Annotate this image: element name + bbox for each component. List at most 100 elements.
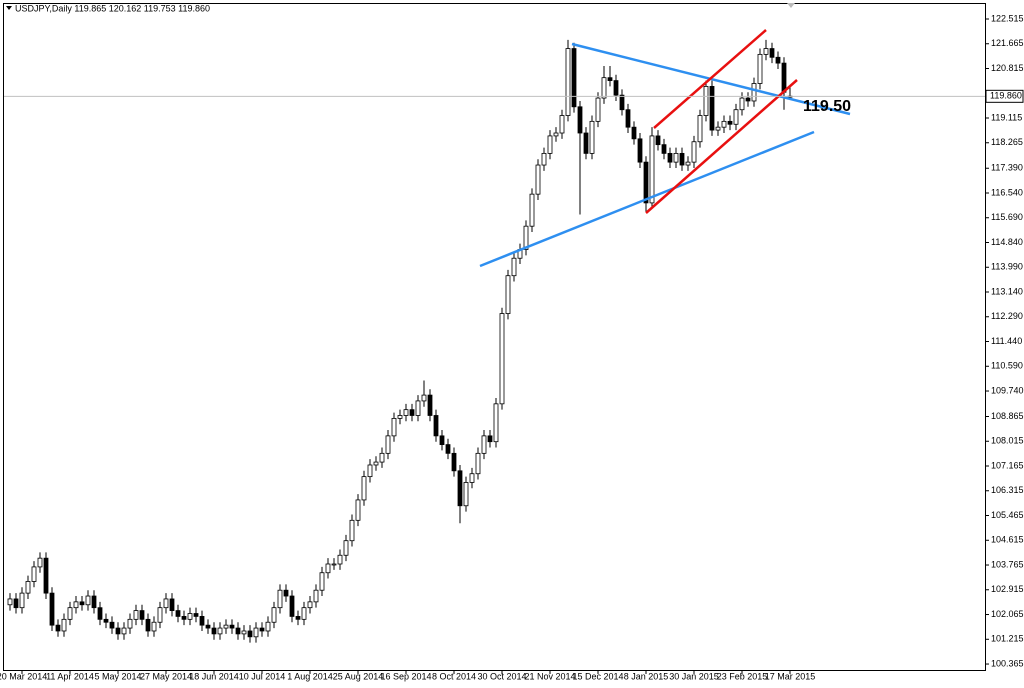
menu-arrow (6, 6, 12, 10)
y-tick-label: 102.915 (991, 584, 1024, 594)
candle-body (595, 97, 601, 122)
channel-line (653, 29, 767, 129)
candle-body (325, 563, 331, 574)
candle-body (61, 618, 67, 632)
candle-body (505, 275, 511, 314)
candle-body (589, 120, 595, 154)
candle-body (631, 126, 637, 140)
candle-body (109, 621, 115, 629)
candle-body (151, 621, 157, 632)
x-tick-label: 30 Oct 2014 (477, 671, 526, 681)
candle-body (55, 624, 61, 632)
candle-body (193, 613, 199, 617)
candle-body (685, 161, 691, 166)
candle-body (355, 499, 361, 521)
candle-body (211, 627, 217, 635)
candle-body (697, 115, 703, 143)
candle-body (619, 94, 625, 111)
candle-body (223, 624, 229, 629)
candle-body (703, 86, 709, 116)
candle-body (49, 592, 55, 626)
candle-body (577, 106, 583, 134)
x-tick-label: 30 Jan 2015 (669, 671, 719, 681)
candle-body (67, 607, 73, 620)
candle-body (457, 470, 463, 507)
candle-body (265, 621, 271, 632)
candle-body (241, 630, 247, 635)
shift-marker (787, 3, 795, 8)
candle-body (709, 86, 715, 131)
candle-body (781, 62, 787, 93)
candle-body (391, 417, 397, 437)
candle-body (31, 566, 37, 582)
trend-line (479, 130, 815, 268)
candle-body (79, 601, 85, 606)
candle-body (139, 610, 145, 620)
candle-body (571, 48, 577, 108)
candle-body (97, 607, 103, 620)
candle-body (343, 540, 349, 556)
candle-body (289, 595, 295, 617)
candle-body (187, 613, 193, 620)
candle-body (409, 409, 415, 416)
candle-body (529, 193, 535, 227)
candle-body (319, 572, 325, 591)
candle-body (487, 435, 493, 443)
candle-body (181, 616, 187, 620)
candle-body (499, 313, 505, 405)
plot-frame (3, 3, 986, 671)
y-tick-label: 117.390 (991, 163, 1023, 173)
candle-body (475, 452, 481, 475)
candle-body (445, 444, 451, 454)
candle-body (127, 618, 133, 629)
x-tick-label: 25 Aug 2014 (333, 671, 384, 681)
candle-body (643, 161, 649, 204)
candle-body (307, 601, 313, 609)
candle-body (451, 452, 457, 472)
candle-body (373, 461, 379, 466)
y-tick-label: 102.065 (991, 609, 1024, 619)
y-tick-label: 122.515 (991, 13, 1024, 23)
y-tick-label: 104.615 (991, 535, 1024, 545)
x-tick-label: 18 Jun 2014 (189, 671, 239, 681)
y-tick-label: 105.465 (991, 510, 1024, 520)
candle-body (19, 592, 25, 609)
candle-body (553, 132, 559, 137)
candle-body (613, 80, 619, 96)
candle-body (679, 152, 685, 166)
y-tick-label: 108.865 (991, 411, 1024, 421)
candle-body (721, 120, 727, 128)
y-tick-label: 101.215 (991, 634, 1024, 644)
channel-line (645, 79, 798, 214)
candle-body (481, 435, 487, 454)
candle-body (247, 630, 253, 638)
candle-body (259, 627, 265, 632)
candle-body (235, 627, 241, 635)
x-tick-label: 8 Oct 2014 (432, 671, 476, 681)
candle-body (25, 581, 31, 594)
y-tick-label: 116.540 (991, 187, 1023, 197)
candle-body (427, 394, 433, 416)
candle-body (253, 627, 259, 638)
candle-body (739, 97, 745, 111)
candle-body (547, 135, 553, 154)
y-tick-label: 121.665 (991, 38, 1024, 48)
candle-body (283, 589, 289, 597)
candle-body (199, 616, 205, 626)
y-tick-label: 120.815 (991, 63, 1024, 73)
candle-body (433, 415, 439, 437)
y-tick-label: 103.765 (991, 559, 1024, 569)
y-tick-label: 107.165 (991, 460, 1024, 470)
candle-body (415, 400, 421, 416)
candle-body (385, 435, 391, 454)
candle-body (751, 83, 757, 102)
candle-body (295, 616, 301, 620)
candle-body (13, 598, 19, 609)
candle-body (439, 435, 445, 446)
candle-body (763, 48, 769, 55)
y-tick-label: 106.315 (991, 485, 1024, 495)
candle-body (397, 415, 403, 419)
candle-body (523, 225, 529, 250)
candle-body (655, 135, 661, 146)
